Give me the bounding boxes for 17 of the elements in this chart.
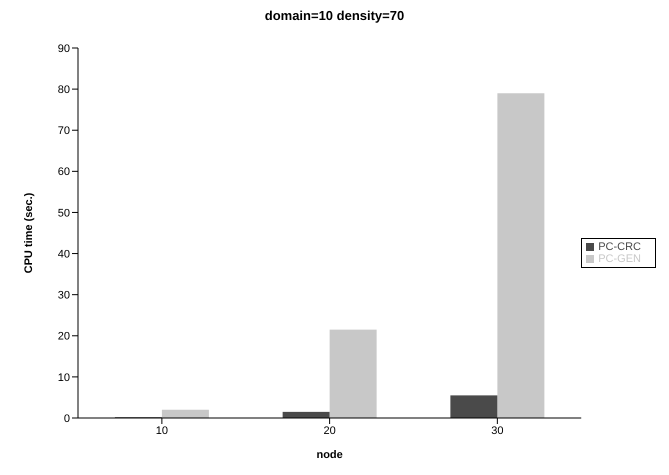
y-tick-label: 40	[58, 248, 70, 260]
legend-label: PC-CRC	[598, 241, 641, 253]
x-axis-title: node	[316, 449, 343, 461]
y-tick-label: 80	[58, 84, 70, 96]
y-tick-label: 0	[64, 412, 70, 425]
y-tick-label: 60	[58, 166, 70, 178]
y-tick-label: 70	[58, 125, 70, 138]
y-tick-label: 20	[58, 330, 70, 343]
y-axis-title: CPU time (sec.)	[22, 192, 35, 274]
chart-title: domain=10 density=70	[264, 8, 406, 23]
y-tick-label: 10	[58, 372, 70, 384]
y-tick-label: 30	[58, 290, 70, 302]
x-tick-label: 20	[323, 424, 336, 437]
x-tick-label: 30	[491, 424, 504, 437]
y-tick-label: 90	[58, 42, 70, 55]
y-tick-label: 50	[58, 207, 70, 220]
x-tick-label: 10	[156, 424, 168, 437]
